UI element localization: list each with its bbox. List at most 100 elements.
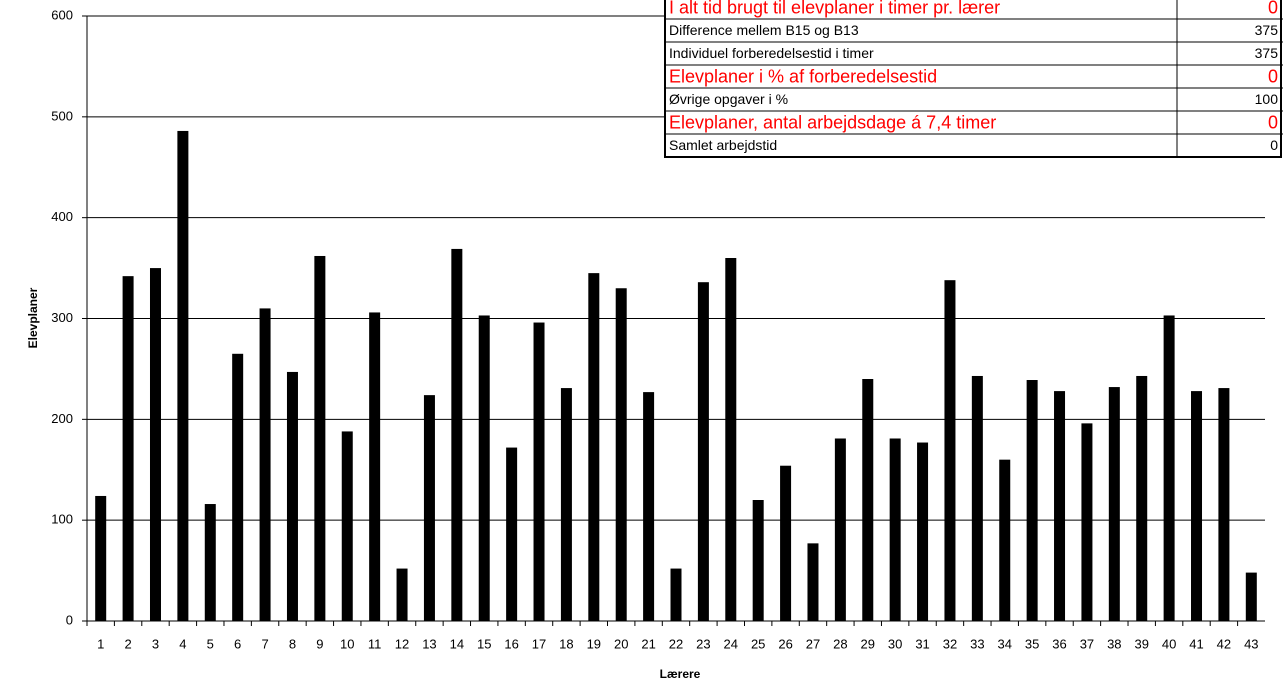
table-label: Individuel forberedelsestid i timer: [669, 45, 874, 61]
x-axis-title: Lærere: [660, 667, 701, 681]
x-tick-label: 10: [340, 636, 354, 651]
bar: [807, 543, 819, 621]
bar: [1218, 388, 1230, 621]
table-value: 100: [1255, 91, 1279, 107]
y-tick-label: 300: [51, 310, 73, 325]
bar: [1245, 572, 1257, 621]
x-tick-label: 24: [724, 636, 738, 651]
x-tick-label: 38: [1107, 636, 1121, 651]
x-tick-label: 40: [1162, 636, 1176, 651]
bar: [369, 312, 381, 621]
table-label: Øvrige opgaver i %: [669, 91, 788, 107]
x-tick-label: 8: [289, 636, 296, 651]
x-tick-label: 17: [532, 636, 546, 651]
x-tick-label: 13: [422, 636, 436, 651]
bar: [232, 353, 244, 621]
table-label: Samlet arbejdstid: [669, 137, 777, 153]
bar: [1191, 391, 1203, 621]
y-tick-label: 200: [51, 411, 73, 426]
table-value: 375: [1255, 22, 1279, 38]
x-tick-label: 42: [1217, 636, 1231, 651]
x-tick-label: 30: [888, 636, 902, 651]
x-tick-label: 3: [152, 636, 159, 651]
bar: [177, 130, 189, 621]
x-tick-label: 16: [504, 636, 518, 651]
table-label: Elevplaner, antal arbejdsdage á 7,4 time…: [669, 112, 996, 132]
x-tick-label: 4: [179, 636, 186, 651]
x-tick-label: 43: [1244, 636, 1258, 651]
bar: [588, 273, 600, 621]
table-value: 0: [1268, 66, 1278, 86]
bar: [451, 248, 463, 622]
bar: [506, 447, 518, 621]
bar: [533, 322, 545, 621]
x-tick-label: 5: [207, 636, 214, 651]
x-tick-label: 20: [614, 636, 628, 651]
x-tick-label: 14: [450, 636, 464, 651]
x-tick-label: 11: [368, 636, 382, 651]
bar: [95, 495, 107, 621]
x-tick-label: 22: [669, 636, 683, 651]
bar: [204, 504, 216, 621]
bar: [259, 308, 271, 621]
bar: [1081, 423, 1093, 621]
bar: [725, 258, 737, 621]
x-tick-label: 31: [915, 636, 929, 651]
bar: [478, 315, 490, 621]
x-tick-label: 21: [641, 636, 655, 651]
y-axis-title: Elevplaner: [26, 287, 40, 348]
x-tick-label: 41: [1189, 636, 1203, 651]
bar: [396, 568, 408, 621]
x-tick-label: 36: [1052, 636, 1066, 651]
x-tick-label: 9: [316, 636, 323, 651]
y-tick-label: 600: [51, 7, 73, 22]
bar: [560, 388, 572, 621]
x-tick-label: 29: [861, 636, 875, 651]
table-label: Elevplaner i % af forberedelsestid: [669, 66, 937, 86]
table-label: I alt tid brugt til elevplaner i timer p…: [669, 0, 1000, 17]
bar: [862, 379, 874, 621]
x-tick-label: 37: [1080, 636, 1094, 651]
table-bg: [664, 0, 1282, 158]
y-tick-label: 400: [51, 209, 73, 224]
y-tick-label: 500: [51, 108, 73, 123]
bar: [423, 395, 435, 621]
bar: [1054, 391, 1066, 621]
bar: [752, 500, 764, 621]
bar: [314, 255, 326, 621]
x-tick-label: 12: [395, 636, 409, 651]
x-tick-label: 26: [778, 636, 792, 651]
x-tick-label: 19: [587, 636, 601, 651]
bar: [341, 431, 353, 621]
x-tick-label: 35: [1025, 636, 1039, 651]
x-tick-label: 34: [998, 636, 1012, 651]
bar: [999, 459, 1011, 621]
y-tick-label: 0: [66, 612, 73, 627]
bar: [780, 465, 792, 621]
bar: [917, 442, 929, 621]
bar: [122, 276, 134, 621]
y-tick-label: 100: [51, 512, 73, 527]
x-tick-label: 7: [261, 636, 268, 651]
bar: [670, 568, 682, 621]
x-tick-label: 1: [97, 636, 104, 651]
bar: [971, 375, 983, 621]
table-value: 375: [1255, 45, 1279, 61]
table-value: 0: [1268, 112, 1278, 132]
bar: [286, 371, 298, 621]
x-tick-label: 25: [751, 636, 765, 651]
x-tick-label: 27: [806, 636, 820, 651]
bar: [944, 280, 956, 621]
x-tick-label: 28: [833, 636, 847, 651]
x-tick-label: 32: [943, 636, 957, 651]
bar: [889, 438, 901, 621]
x-tick-label: 6: [234, 636, 241, 651]
bar: [149, 268, 161, 621]
x-tick-label: 23: [696, 636, 710, 651]
bar: [1136, 375, 1148, 621]
bar: [1108, 387, 1120, 621]
x-tick-label: 33: [970, 636, 984, 651]
bar: [1163, 315, 1175, 621]
table-value: 0: [1268, 0, 1278, 17]
